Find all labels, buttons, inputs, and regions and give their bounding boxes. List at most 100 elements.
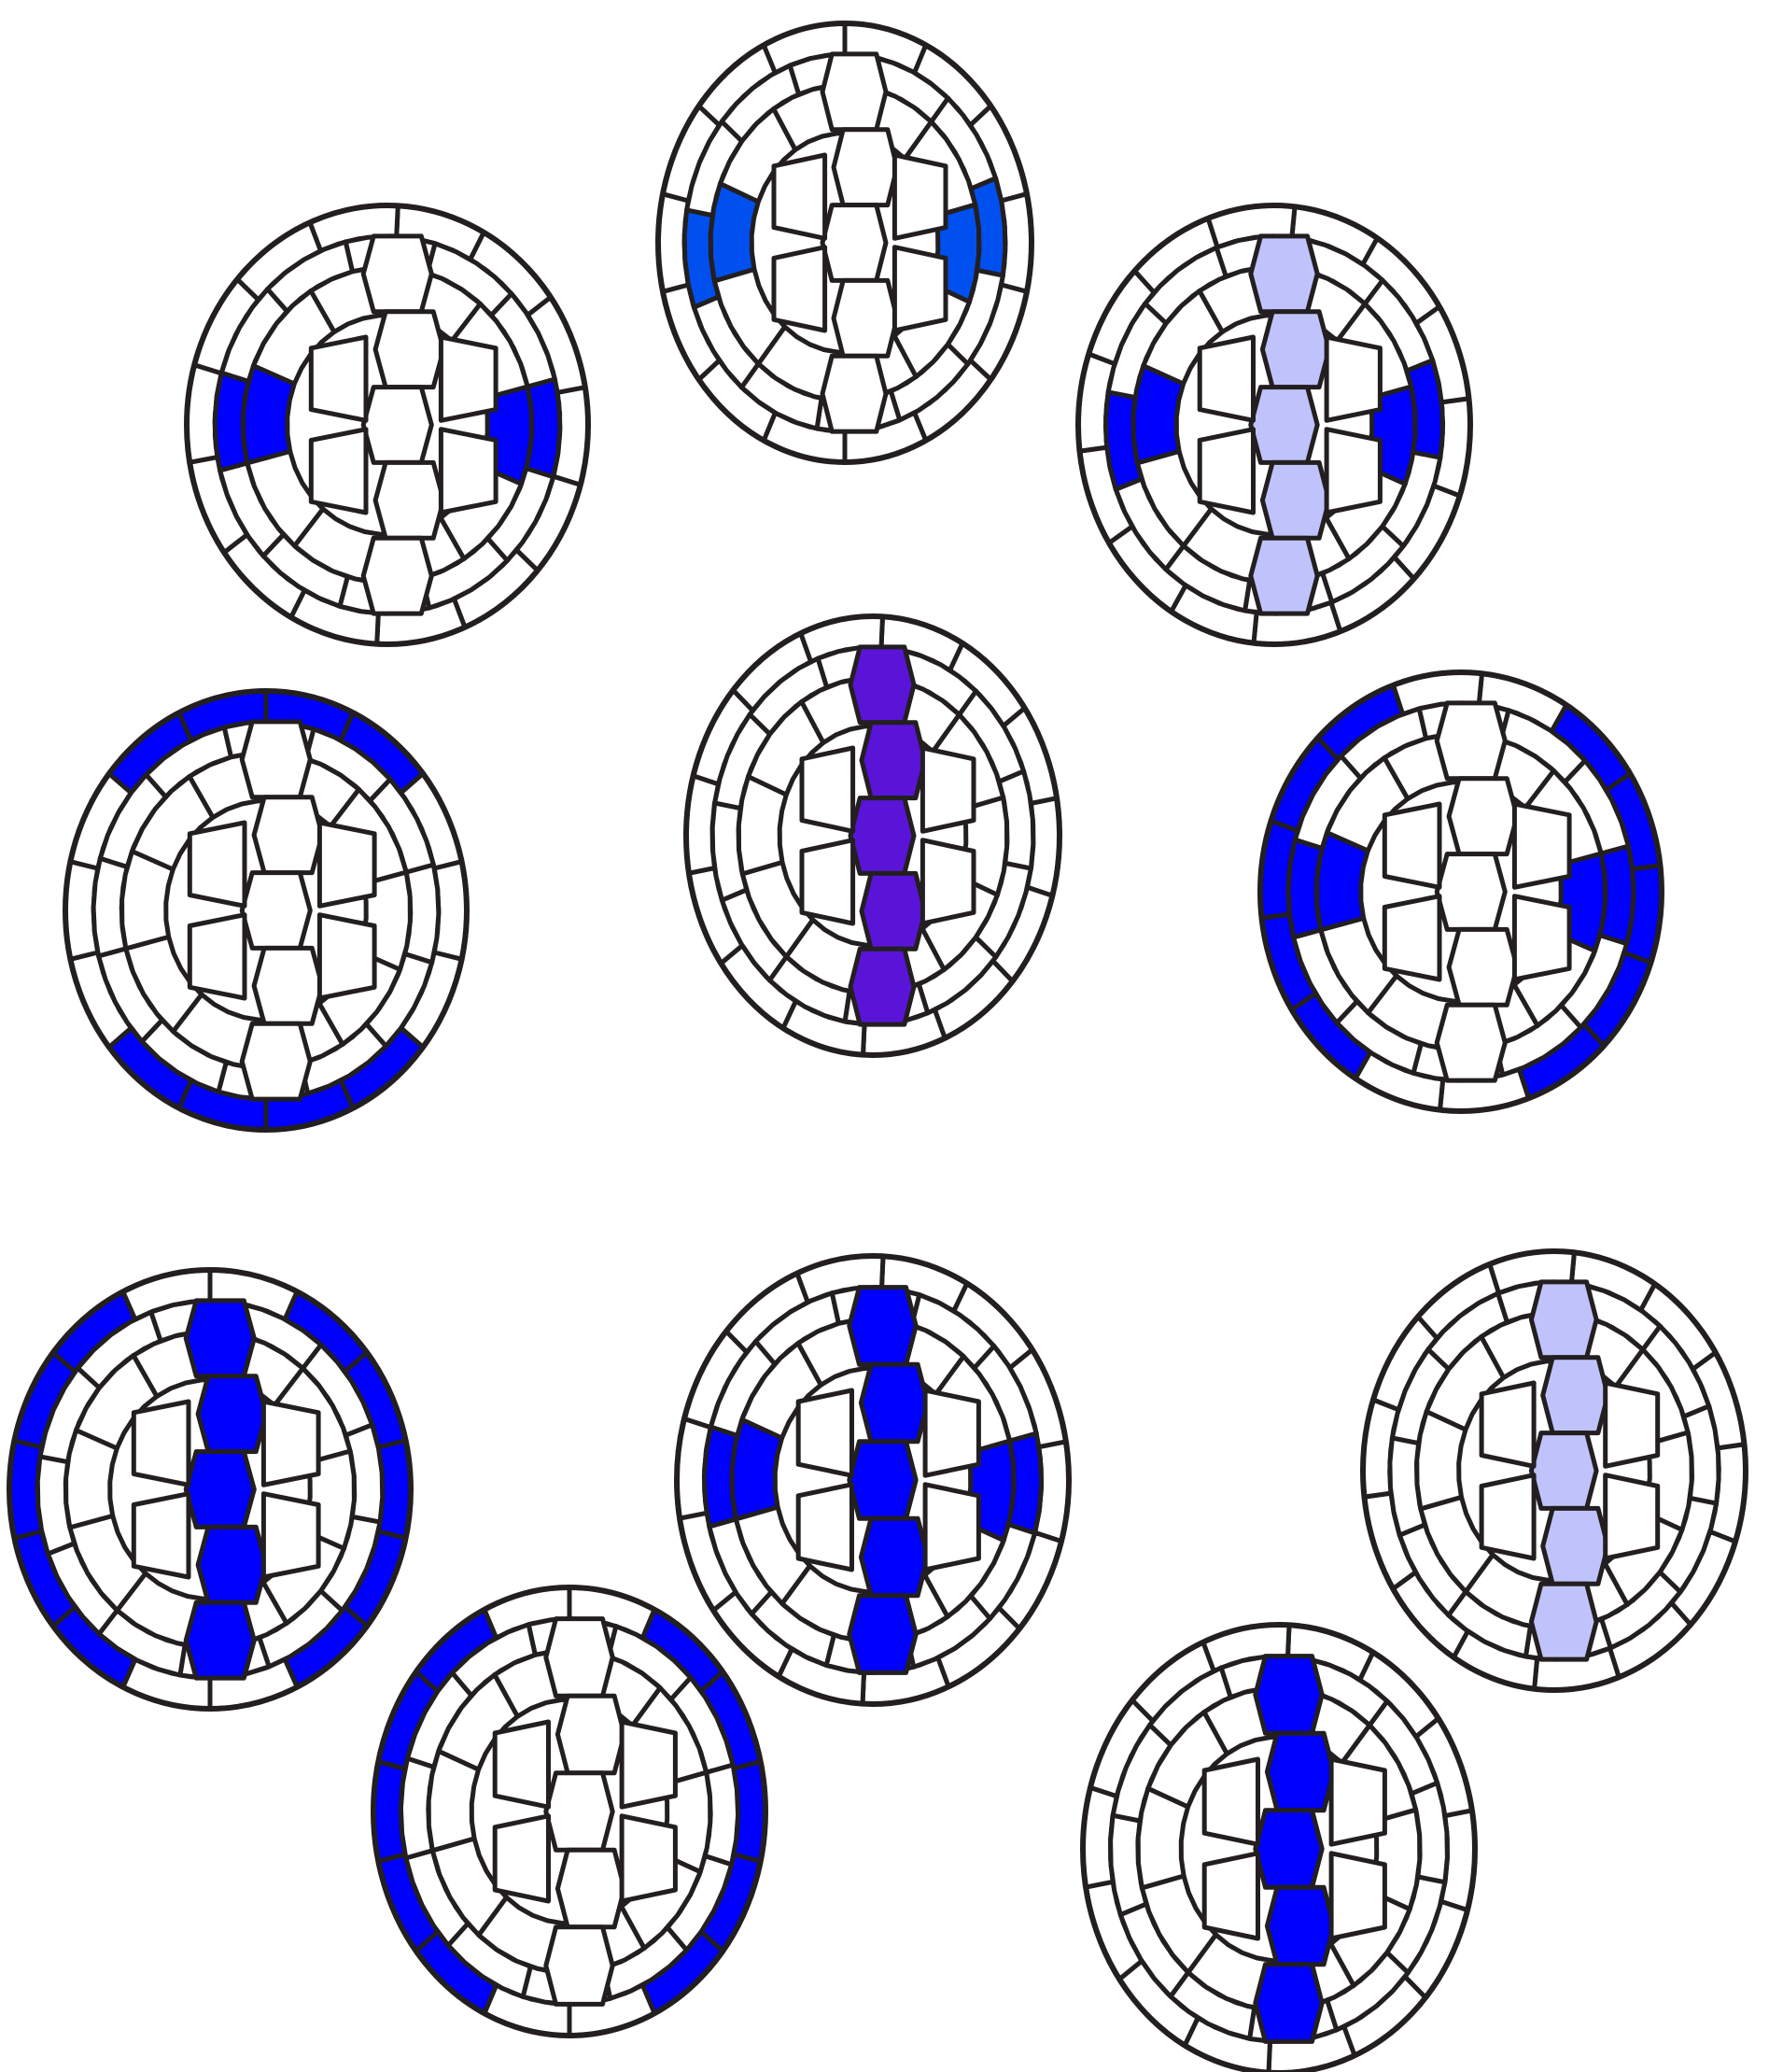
section-top-center <box>655 21 1034 465</box>
central-column-cell <box>858 1515 931 1599</box>
section-upper-left <box>184 203 591 647</box>
section-outline <box>1257 670 1664 1114</box>
central-column-cell <box>183 1449 257 1529</box>
central-column-cell <box>1528 1581 1599 1662</box>
stele-cell <box>316 820 377 909</box>
central-column-cell <box>239 1021 313 1102</box>
section-bottom-left <box>371 1585 768 2038</box>
central-column-cell <box>1259 459 1332 541</box>
central-column-cell <box>820 51 889 133</box>
central-column-cell <box>820 353 889 434</box>
central-column-cell <box>1264 1730 1337 1813</box>
stele-cell <box>308 427 369 515</box>
central-column-cell <box>239 719 313 800</box>
section-outline <box>1360 1248 1748 1693</box>
stele-cell <box>187 820 247 909</box>
stele-cell <box>892 245 948 333</box>
stele-cell <box>771 152 828 241</box>
section-upper-right <box>1075 203 1473 647</box>
section-outline <box>674 1253 1072 1707</box>
stele-cell <box>1197 334 1256 423</box>
central-column-cell <box>1446 926 1520 1008</box>
section-outline <box>371 1585 768 2038</box>
central-column-cell <box>858 1361 931 1445</box>
section-lower-right <box>1360 1248 1748 1693</box>
central-column-cell <box>1540 1355 1610 1436</box>
section-outline <box>683 613 1062 1058</box>
stele-cell <box>308 334 369 423</box>
stele-cell <box>920 745 976 834</box>
stele-cell <box>1382 801 1442 890</box>
stele-cell <box>619 1719 678 1810</box>
section-outline <box>7 1267 414 1712</box>
section-lower-left <box>7 1267 414 1712</box>
central-column-cell <box>1446 776 1520 857</box>
central-column-cell <box>847 1439 919 1521</box>
stele-cell <box>438 427 498 515</box>
stele-cell <box>795 1482 854 1572</box>
central-column-cell <box>848 946 917 1027</box>
stele-cell <box>799 745 856 834</box>
central-column-cell <box>1253 1962 1325 2044</box>
stele-cell <box>1511 801 1572 890</box>
central-column-cell <box>1264 1884 1337 1967</box>
central-column-cell <box>360 233 434 315</box>
stele-cell <box>131 1491 191 1580</box>
stele-cell <box>1324 427 1383 515</box>
stele-cell <box>1328 1851 1387 1941</box>
central-column-cell <box>848 796 917 876</box>
stele-cell <box>1479 1473 1537 1561</box>
central-column-cell <box>251 795 325 876</box>
section-middle-right <box>1257 670 1664 1114</box>
stele-cell <box>795 1388 854 1478</box>
stele-cell <box>260 1399 321 1487</box>
stele-cell <box>1328 1756 1387 1847</box>
central-column-cell <box>239 870 313 951</box>
stele-cell <box>920 838 976 926</box>
stele-cell <box>260 1491 321 1580</box>
central-column-cell <box>372 309 446 390</box>
central-column-cell <box>820 203 889 283</box>
central-column-cell <box>847 1593 919 1675</box>
central-column-cell <box>847 1285 919 1367</box>
section-bottom-right <box>1080 1622 1478 2072</box>
central-column-cell <box>831 277 900 359</box>
central-column-cell <box>1248 535 1320 616</box>
central-column-cell <box>1528 1279 1599 1360</box>
central-column-cell <box>195 1374 269 1455</box>
stele-cell <box>1479 1380 1537 1469</box>
stele-cell <box>1324 334 1383 423</box>
section-middle-left <box>63 688 470 1133</box>
stele-cell <box>316 912 377 1001</box>
central-column-cell <box>360 385 434 465</box>
section-outline <box>1075 203 1473 647</box>
central-column-cell <box>1253 1808 1325 1890</box>
stele-cell <box>1603 1473 1661 1561</box>
central-column-cell <box>555 1693 627 1776</box>
stele-cell <box>619 1813 678 1904</box>
stele-cell <box>771 245 828 333</box>
central-column-cell <box>1248 233 1320 315</box>
section-outline <box>1080 1622 1478 2072</box>
central-column-cell <box>543 1616 615 1698</box>
central-column-cell <box>555 1847 627 1930</box>
central-column-cell <box>543 1924 615 2007</box>
stele-cell <box>1603 1380 1661 1469</box>
stele-cell <box>1197 427 1256 515</box>
central-column-cell <box>183 1298 257 1379</box>
section-outline <box>655 21 1034 465</box>
central-column-cell <box>859 870 928 951</box>
stele-cell <box>131 1399 191 1487</box>
stele-cell <box>799 838 856 926</box>
central-column-cell <box>1434 1002 1508 1083</box>
stele-cell <box>1511 894 1572 982</box>
central-column-cell <box>859 720 928 801</box>
stele-cell <box>438 334 498 423</box>
stele-cell <box>922 1482 981 1572</box>
central-column-cell <box>183 1600 257 1681</box>
central-column-cell <box>251 945 325 1026</box>
central-column-cell <box>1253 1654 1325 1736</box>
stele-cell <box>1382 894 1442 982</box>
stele-cell <box>492 1719 551 1810</box>
